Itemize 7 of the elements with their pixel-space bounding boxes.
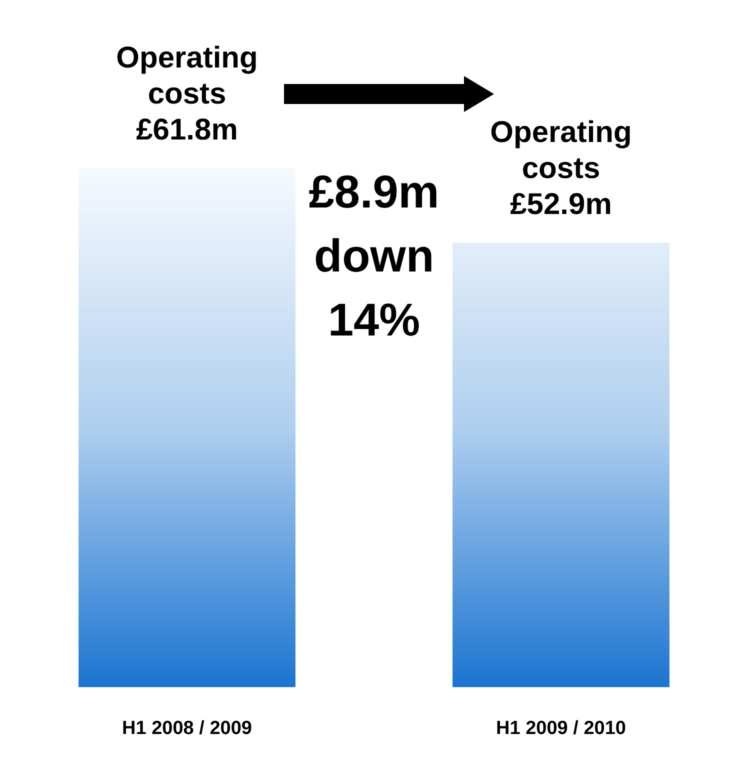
- x-tick-label: H1 2009 / 2010: [496, 718, 626, 739]
- data-label: £61.8m: [136, 113, 238, 146]
- annotation: Operating costs: [490, 116, 632, 186]
- x-tick-label: H1 2008 / 2009: [122, 718, 252, 739]
- annotation: Operating costs: [116, 41, 258, 110]
- annotation: £8.9m down 14%: [308, 166, 440, 346]
- data-label: £52.9m: [510, 188, 612, 222]
